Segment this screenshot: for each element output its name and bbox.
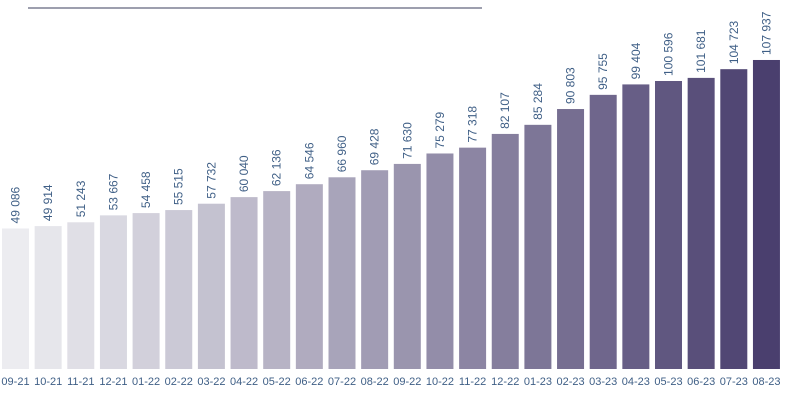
bar-03-22 [197, 203, 225, 369]
value-label-02-22: 55 515 [172, 168, 186, 205]
bar-06-23 [687, 77, 715, 369]
value-label-04-22: 60 040 [237, 155, 251, 192]
bar-09-21 [2, 228, 29, 369]
bar-02-22 [165, 210, 193, 369]
value-label-11-22: 77 318 [466, 106, 480, 143]
bars-group [2, 59, 780, 370]
x-tick-09-22: 09-22 [393, 376, 421, 388]
value-label-01-22: 54 458 [139, 171, 153, 208]
value-label-03-22: 57 732 [204, 162, 218, 199]
value-label-10-22: 75 279 [433, 111, 447, 148]
value-label-01-23: 85 284 [531, 83, 545, 120]
x-tick-01-23: 01-23 [524, 376, 552, 388]
bar-02-23 [557, 109, 585, 369]
bar-05-23 [655, 80, 682, 370]
value-label-09-21: 49 086 [9, 186, 23, 223]
x-tick-06-23: 06-23 [687, 376, 715, 388]
x-tick-01-22: 01-22 [132, 376, 160, 388]
bar-09-22 [393, 163, 421, 369]
value-label-08-23: 107 937 [759, 11, 773, 55]
x-tick-05-22: 05-22 [263, 376, 291, 388]
value-label-07-22: 66 960 [335, 135, 349, 172]
x-tick-04-22: 04-22 [230, 376, 258, 388]
value-label-03-23: 95 755 [596, 53, 610, 90]
x-tick-11-22: 11-22 [459, 376, 486, 388]
value-label-06-22: 64 546 [302, 142, 316, 179]
x-tick-02-23: 02-23 [556, 376, 584, 388]
bar-07-22 [328, 177, 356, 369]
x-tick-07-23: 07-23 [720, 376, 748, 388]
x-tick-12-22: 12-22 [491, 376, 519, 388]
value-label-04-23: 99 404 [629, 42, 643, 79]
x-tick-03-23: 03-23 [589, 376, 617, 388]
value-label-05-23: 100 596 [662, 32, 676, 76]
x-tick-05-23: 05-23 [654, 376, 682, 388]
value-label-08-22: 69 428 [368, 128, 382, 165]
x-tick-09-21: 09-21 [1, 376, 29, 388]
value-label-12-22: 82 107 [498, 92, 512, 129]
bar-08-23 [752, 59, 780, 369]
value-label-06-23: 101 681 [694, 29, 708, 73]
bar-08-22 [361, 170, 389, 369]
bar-11-22 [459, 147, 487, 369]
x-tick-10-22: 10-22 [426, 376, 454, 388]
x-axis-tick-labels: 09-21 10-21 11-21 12-21 01-22 02-22 03-22 04-22… [1, 376, 780, 388]
bar-10-21 [34, 226, 62, 369]
x-tick-06-22: 06-22 [295, 376, 323, 388]
bar-11-21 [67, 222, 95, 369]
x-tick-07-22: 07-22 [328, 376, 356, 388]
value-label-02-23: 90 803 [564, 67, 578, 104]
x-tick-10-21: 10-21 [34, 376, 62, 388]
value-label-11-21: 51 243 [74, 180, 88, 217]
x-tick-11-21: 11-21 [67, 376, 94, 388]
value-label-12-21: 53 667 [106, 173, 120, 210]
bar-05-22 [263, 191, 291, 369]
bar-04-23 [622, 84, 650, 369]
bar-03-23 [589, 94, 617, 369]
bar-01-23 [524, 124, 552, 369]
value-label-05-22: 62 136 [270, 149, 284, 186]
x-tick-02-22: 02-22 [165, 376, 193, 388]
x-tick-04-23: 04-23 [622, 376, 650, 388]
x-tick-08-23: 08-23 [752, 376, 780, 388]
x-tick-08-22: 08-22 [361, 376, 389, 388]
value-label-09-22: 71 630 [400, 122, 414, 159]
x-tick-12-21: 12-21 [99, 376, 127, 388]
x-tick-03-22: 03-22 [197, 376, 225, 388]
bar-12-21 [99, 215, 127, 369]
bar-06-22 [295, 184, 323, 369]
value-label-10-21: 49 914 [41, 184, 55, 221]
bar-10-22 [426, 153, 454, 369]
value-labels-group: 49 086 49 914 51 243 53 667 54 458 55 515 57 7… [9, 11, 774, 223]
bar-04-22 [230, 197, 258, 369]
bar-01-22 [132, 213, 160, 369]
bar-12-22 [491, 133, 519, 369]
bar-07-23 [720, 69, 748, 370]
value-label-07-23: 104 723 [727, 20, 741, 64]
